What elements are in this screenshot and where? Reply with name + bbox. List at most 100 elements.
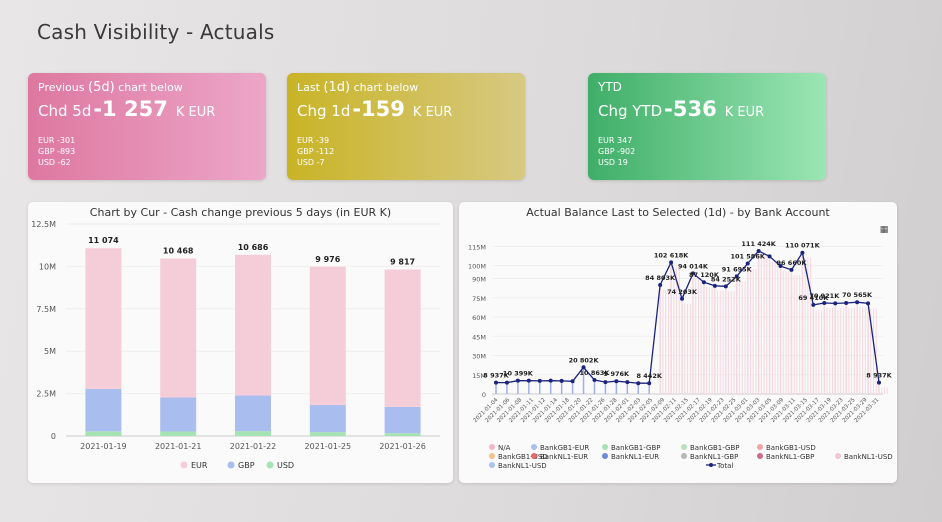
bar-eur <box>384 269 421 407</box>
bar-total-label: 9 817 <box>390 258 415 267</box>
legend-item: BankNL1-GBP <box>690 453 738 461</box>
bar-eur <box>235 254 271 396</box>
legend-marker <box>531 444 537 450</box>
x-tick-label: 2021-01-21 <box>155 442 202 451</box>
y-tick-label: 60M <box>472 314 486 322</box>
total-point <box>581 365 586 370</box>
chart-panel-balance-by-bank: Actual Balance Last to Selected (1d) - b… <box>459 202 897 483</box>
total-point <box>504 380 509 385</box>
total-point <box>723 284 728 289</box>
total-point <box>526 378 531 383</box>
legend-item: BankNL1-EUR <box>540 453 588 461</box>
legend-item: BankNL1-EUR <box>611 453 659 461</box>
legend-item: N/A <box>498 444 511 452</box>
point-label: 10 863K <box>580 369 611 377</box>
legend-marker <box>489 462 495 468</box>
total-point <box>680 296 685 301</box>
x-tick-label: 2021-01-26 <box>379 442 426 451</box>
legend-item-eur: EUR <box>191 461 208 470</box>
bar-total-label: 10 468 <box>163 246 194 255</box>
total-point <box>559 378 564 383</box>
kpi-card-ytd[interactable]: YTD Chg YTD-536 K EUR EUR 347 GBP -902 USD … <box>588 73 826 180</box>
kpi-caption: Last (1d) chart below <box>297 80 419 95</box>
point-label: 87 120K <box>689 271 720 279</box>
total-point <box>855 300 860 305</box>
chart-panel-by-currency: Chart by Cur - Cash change previous 5 da… <box>28 202 453 483</box>
legend-marker <box>266 461 274 469</box>
legend-item-usd: USD <box>277 461 294 470</box>
total-point <box>811 302 816 307</box>
kpi-main-value: Chg YTD-536 K EUR <box>598 97 765 121</box>
total-point <box>844 301 849 306</box>
calendar-icon: ▦ <box>880 225 889 235</box>
bar-chart[interactable]: 0 2.5M 5M 7.5M 10M 12.5M 11 074 2021-01-19 10 46… <box>28 202 453 483</box>
legend-item: BankGB1-USD <box>766 444 816 452</box>
bar-gbp <box>384 406 421 434</box>
total-point <box>690 271 695 276</box>
legend-marker <box>180 461 188 469</box>
legend-marker <box>531 453 537 459</box>
legend-marker <box>757 453 763 459</box>
total-point <box>866 301 871 306</box>
total-point <box>570 379 575 384</box>
legend-item: BankGB1-GBP <box>690 444 740 452</box>
point-label: 10 399K <box>503 370 534 378</box>
legend-item: BankGB1-USD <box>498 453 548 461</box>
point-label: 69 410K <box>798 294 829 302</box>
bar-total-label: 10 686 <box>238 243 269 252</box>
total-point <box>877 380 881 385</box>
kpi-main-value: Chg 1d-159 K EUR <box>297 97 453 121</box>
chart-title: Actual Balance Last to Selected (1d) - b… <box>526 206 830 219</box>
bar-usd <box>85 431 122 436</box>
legend-marker <box>227 461 235 469</box>
total-point <box>789 267 794 272</box>
point-label: 96 660K <box>776 259 807 267</box>
kpi-card-last-1d[interactable]: Last (1d) chart below Chg 1d-159 K EUR EU… <box>287 73 525 180</box>
y-tick-label: 7.5M <box>36 305 56 314</box>
total-point <box>658 283 663 288</box>
legend-item: BankNL1-USD <box>498 462 547 470</box>
y-tick-label: 10M <box>39 262 56 271</box>
point-label: 8 442K <box>637 372 663 380</box>
legend-item: Total <box>716 462 733 470</box>
y-tick-label: 5M <box>44 347 56 356</box>
bar-gbp <box>235 395 271 432</box>
legend-item: BankGB1-GBP <box>611 444 661 452</box>
total-point <box>625 380 630 385</box>
x-tick-label: 2021-01-22 <box>230 442 277 451</box>
total-point <box>548 378 553 383</box>
legend-marker <box>681 453 687 459</box>
y-tick-label: 0 <box>51 432 56 441</box>
total-point <box>712 283 717 288</box>
bar-total-label: 11 074 <box>88 236 119 245</box>
total-point <box>515 378 520 383</box>
bar-usd <box>235 431 271 436</box>
point-label: 91 695K <box>722 265 753 273</box>
total-point <box>669 260 674 265</box>
point-label: 111 424K <box>741 240 776 248</box>
point-label: 74 203K <box>667 288 698 296</box>
y-tick-label: 100M <box>468 263 486 271</box>
total-point <box>592 378 597 383</box>
point-label: 8 937K <box>866 372 892 380</box>
y-tick-label: 2.5M <box>36 390 56 399</box>
point-label: 110 071K <box>785 242 820 250</box>
total-point <box>636 381 641 386</box>
point-label: 101 586K <box>730 252 765 260</box>
kpi-caption: Previous (5d) chart below <box>38 80 183 95</box>
total-point <box>778 264 783 269</box>
y-tick-label: 45M <box>472 333 486 341</box>
bar-gbp <box>160 397 197 432</box>
point-label: 102 618K <box>654 251 689 259</box>
point-label: 70 565K <box>842 291 873 299</box>
bar-eur <box>309 266 346 406</box>
point-label: 94 014K <box>678 262 709 270</box>
legend-marker <box>602 453 608 459</box>
bar-total-label: 9 976 <box>315 255 340 264</box>
kpi-card-previous-5d[interactable]: Previous (5d) chart below Chd 5d-1 257 K … <box>28 73 266 180</box>
y-tick-label: 75M <box>472 295 486 303</box>
bar-usd <box>160 431 197 436</box>
point-label: 9 976K <box>604 370 630 378</box>
total-point <box>647 381 652 386</box>
